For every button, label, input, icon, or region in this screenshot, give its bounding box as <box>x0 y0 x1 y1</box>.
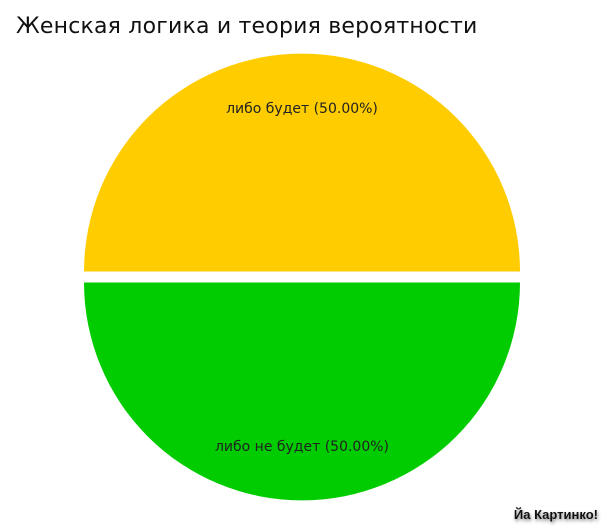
slice-label-1: либо не будет (50.00%) <box>215 439 389 455</box>
pie-slice-0 <box>84 53 520 272</box>
slice-label-0: либо будет (50.00%) <box>226 101 378 117</box>
watermark-logo: Йа Картинко! <box>513 507 598 522</box>
chart-title: Женская логика и теория вероятности <box>16 14 478 39</box>
pie-slice-1 <box>84 282 520 501</box>
